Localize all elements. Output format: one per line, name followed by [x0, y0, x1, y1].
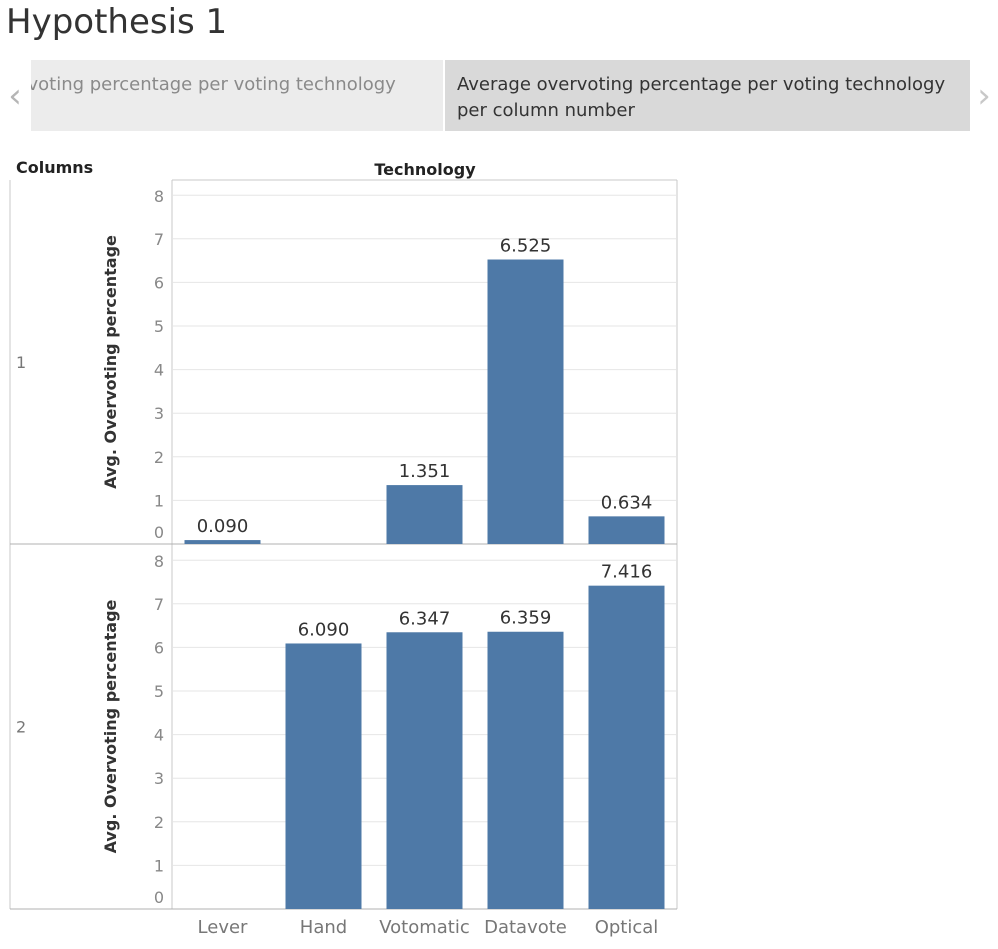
bar [487, 259, 564, 544]
y-tick-label: 3 [154, 404, 164, 423]
x-category-label: Optical [595, 917, 659, 938]
story-title: Hypothesis 1 [6, 2, 228, 42]
bar [588, 585, 665, 909]
row-label: 2 [16, 718, 26, 737]
data-label: 6.347 [399, 608, 451, 629]
bar [386, 485, 463, 544]
data-label: 1.351 [399, 461, 451, 482]
y-axis-title: Avg. Overvoting percentage [101, 235, 120, 489]
x-category-label: Votomatic [379, 917, 470, 938]
chevron-left-icon[interactable]: ‹ [8, 76, 22, 116]
y-tick-label: 2 [154, 813, 164, 832]
data-label: 0.090 [197, 516, 249, 537]
y-tick-label: 1 [154, 491, 164, 510]
data-label: 0.634 [601, 492, 653, 513]
bar [588, 516, 665, 544]
y-tick-label: 3 [154, 769, 164, 788]
story-point-1-label: ervoting percentage per voting technolog… [31, 74, 396, 95]
bar-chart: Columns Technology 0 1 2 3 4 5 6 7 8 1 Avg. Overvo… [9, 158, 678, 938]
x-category-label: Hand [300, 917, 347, 938]
y-tick-label: 6 [154, 273, 164, 292]
row-label: 1 [16, 353, 26, 372]
bar [487, 631, 564, 909]
y-tick-label: 0 [154, 888, 164, 907]
chevron-right-icon[interactable]: › [977, 76, 991, 116]
story-point-2-label: Average overvoting percentage per voting… [457, 74, 946, 121]
story-point-2-active[interactable]: Average overvoting percentage per voting… [445, 60, 970, 131]
y-tick-label: 4 [154, 726, 164, 745]
columns-header: Columns [16, 158, 93, 177]
story-navigator: ‹ ervoting percentage per voting technol… [0, 60, 998, 132]
y-tick-label: 7 [154, 230, 164, 249]
technology-header: Technology [374, 160, 476, 179]
y-tick-label: 8 [154, 552, 164, 571]
viz-area: Columns Technology 0 1 2 3 4 5 6 7 8 1 Avg. Overvo… [0, 140, 998, 945]
y-tick-label: 5 [154, 317, 164, 336]
y-tick-label: 1 [154, 856, 164, 875]
story-point-1[interactable]: ervoting percentage per voting technolog… [31, 60, 443, 131]
x-category-label: Lever [198, 917, 249, 938]
bar [184, 540, 261, 544]
data-label: 7.416 [601, 562, 653, 583]
bar [386, 632, 463, 909]
data-label: 6.090 [298, 619, 350, 640]
y-tick-label: 8 [154, 187, 164, 206]
y-tick-label: 2 [154, 448, 164, 467]
bar [285, 643, 362, 909]
data-label: 6.359 [500, 608, 552, 629]
y-tick-label: 5 [154, 682, 164, 701]
x-category-label: Datavote [484, 917, 567, 938]
data-label: 6.525 [500, 236, 552, 257]
y-tick-label: 7 [154, 595, 164, 614]
y-tick-label: 6 [154, 638, 164, 657]
y-tick-label: 0 [154, 523, 164, 542]
y-axis-title: Avg. Overvoting percentage [101, 599, 120, 853]
y-tick-label: 4 [154, 361, 164, 380]
